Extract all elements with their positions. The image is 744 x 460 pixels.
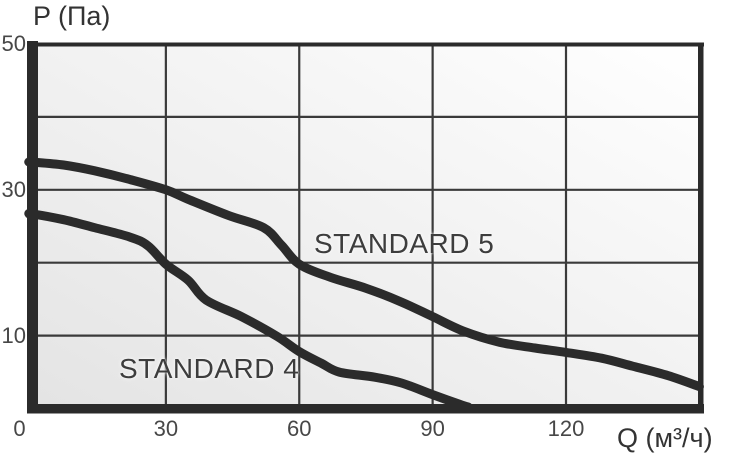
x-tick-label-0: 0 bbox=[13, 416, 26, 441]
x-axis-title: Q (м³/ч) bbox=[617, 423, 713, 453]
plot-top-border bbox=[38, 42, 704, 47]
x-tick-label-120: 120 bbox=[547, 416, 585, 441]
curve-standard-4 bbox=[24, 208, 473, 412]
x-tick-label-60: 60 bbox=[287, 416, 312, 441]
y-tick-label-10: 10 bbox=[1, 322, 26, 348]
x-axis-bar bbox=[27, 404, 704, 414]
x-tick-label-30: 30 bbox=[153, 416, 179, 441]
y-axis-bar bbox=[27, 41, 38, 413]
plot-right-border bbox=[698, 42, 704, 405]
plot-area bbox=[38, 44, 698, 404]
curve-standard-5 bbox=[24, 157, 704, 392]
y-tick-label-30: 30 bbox=[1, 176, 26, 202]
y-tick-label-50: 50 bbox=[1, 31, 26, 56]
series-label-standard-4: STANDARD 4 bbox=[119, 353, 300, 384]
series-label-standard-5: STANDARD 5 bbox=[314, 228, 495, 259]
y-axis-title: P (Па) bbox=[33, 1, 111, 31]
x-tick-label-90: 90 bbox=[420, 416, 445, 441]
